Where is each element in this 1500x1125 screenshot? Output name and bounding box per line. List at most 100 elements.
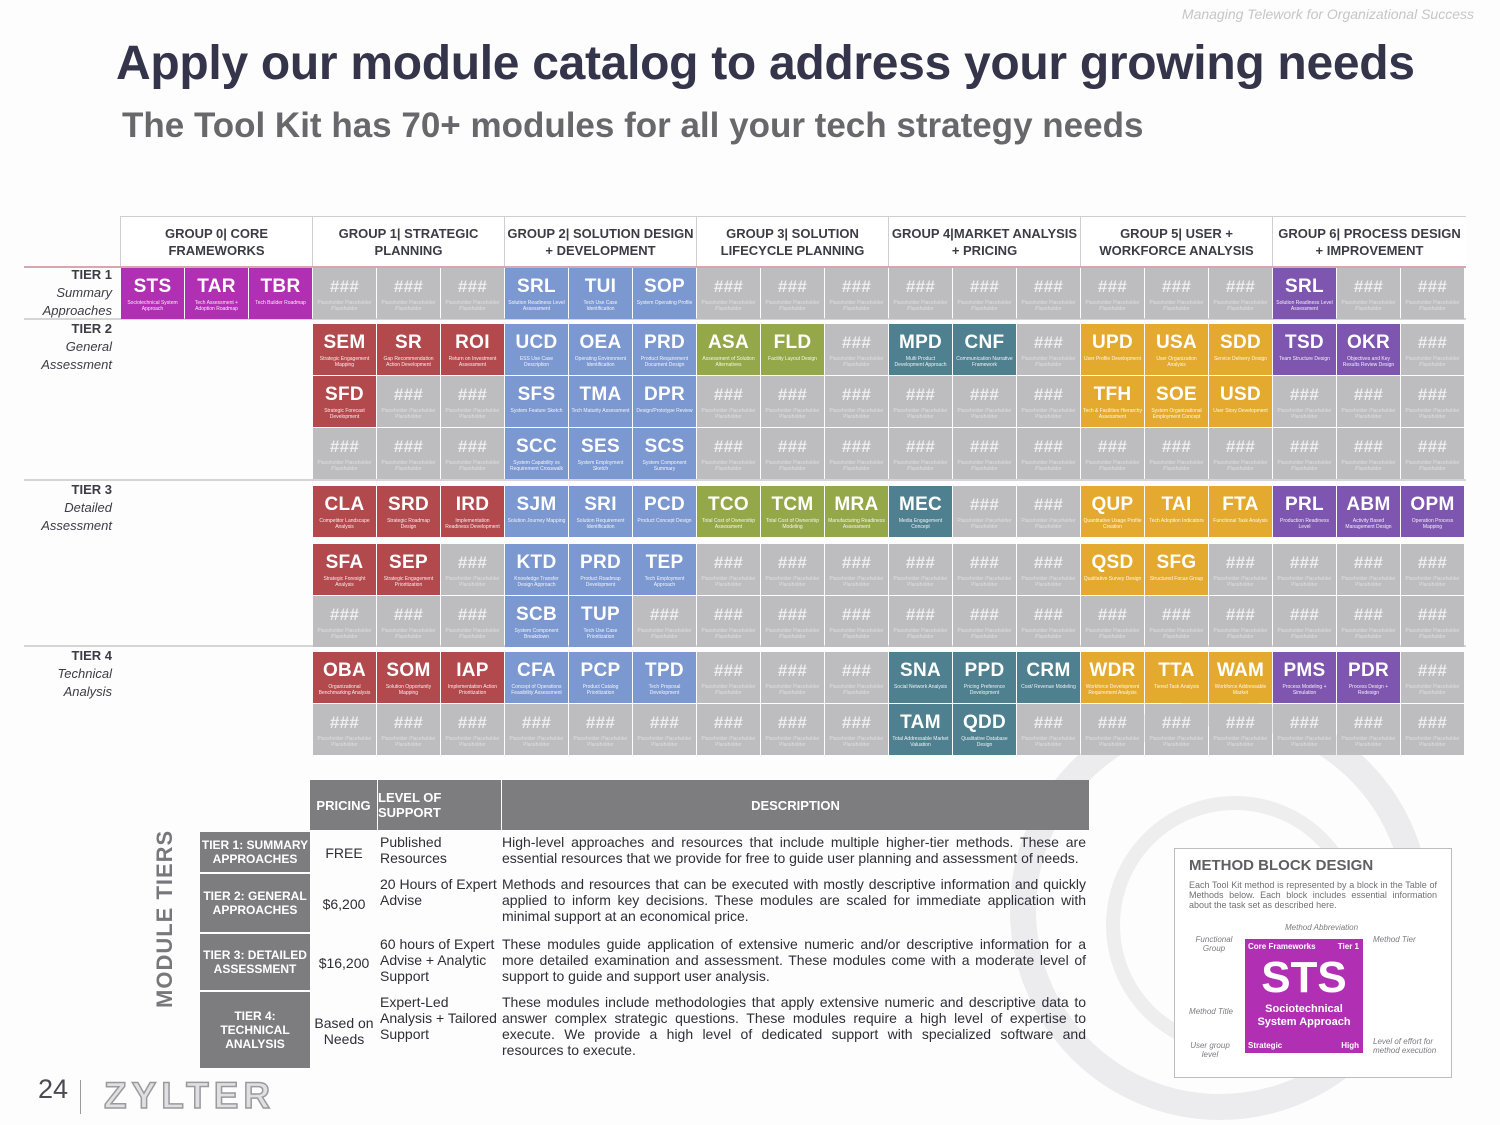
module-block[interactable]: TTA Tiered Task Analysis (1145, 652, 1208, 703)
module-block[interactable]: CLA Competitor Landscape Analysis (313, 486, 376, 537)
placeholder-module-block: ### Placeholder Placeholder Placeholder (441, 596, 504, 647)
module-block[interactable]: SCC System Capability vs Requirement Cros… (505, 428, 568, 479)
module-block[interactable]: SOM Solution Opportunity Mapping (377, 652, 440, 703)
module-block[interactable]: TSD Team Structure Design (1273, 324, 1336, 375)
module-block[interactable]: PRL Production Readiness Level (1273, 486, 1336, 537)
module-block[interactable]: MPD Multi Product Development Approach (889, 324, 952, 375)
module-block[interactable]: OEA Operating Environment Identification (569, 324, 632, 375)
module-code: SES (581, 436, 620, 457)
module-block[interactable]: ROI Return on Investment Assessment (441, 324, 504, 375)
module-block[interactable]: IRD Implementation Readiness Development (441, 486, 504, 537)
module-block[interactable]: WDR Workforce Development Requirement Ana… (1081, 652, 1144, 703)
module-block[interactable]: SFA Strategic Foresight Analysis (313, 544, 376, 595)
module-code: CNF (964, 332, 1005, 353)
module-code: CFA (517, 660, 556, 681)
module-block[interactable]: CRM Cost/ Revenue Modeling (1017, 652, 1080, 703)
module-block[interactable]: TAR Tech Assessment + Adoption Roadmap (185, 268, 248, 319)
module-block[interactable]: WAM Workforce Addressable Market (1209, 652, 1272, 703)
module-block[interactable]: QSD Qualitative Survey Design (1081, 544, 1144, 595)
module-name: Assessment of Solution Alternatives (702, 356, 755, 368)
module-block[interactable]: QUP Quantitative Usage Profile Creation (1081, 486, 1144, 537)
module-code: ### (1353, 277, 1384, 296)
module-block[interactable]: SDD Service Delivery Design (1209, 324, 1272, 375)
module-block[interactable]: USA User Organization Analysis (1145, 324, 1208, 375)
module-name: Placeholder Placeholder Placeholder (1405, 628, 1460, 640)
module-code: ### (713, 661, 744, 680)
module-code: ### (1225, 605, 1256, 624)
module-name: Placeholder Placeholder Placeholder (1277, 736, 1332, 748)
module-block[interactable]: TPD Tech Proposal Development (633, 652, 696, 703)
module-block[interactable]: CFA Concept of Operations Feasibility Ass… (505, 652, 568, 703)
module-block[interactable]: TEP Tech Employment Approach (633, 544, 696, 595)
module-code: PCD (643, 494, 685, 515)
module-block[interactable]: SJM Solution Journey Mapping (505, 486, 568, 537)
module-block[interactable]: USD User Story Development (1209, 376, 1272, 427)
module-block[interactable]: PDR Process Design + Redesign (1337, 652, 1400, 703)
module-block[interactable]: SRI Solution Requirement Identification (569, 486, 632, 537)
module-name: Placeholder Placeholder Placeholder (1085, 300, 1140, 312)
placeholder-module-block: ### Placeholder Placeholder Placeholder (1017, 324, 1080, 375)
module-block[interactable]: SEP Strategic Engagement Prioritization (377, 544, 440, 595)
module-block[interactable]: SOP System Operating Profile (633, 268, 696, 319)
module-block[interactable]: FLD Facility Layout Design (761, 324, 824, 375)
table-row: TIER 3: DETAILED ASSESSMENT $16,200 60 h… (200, 934, 1090, 992)
module-block[interactable]: TBR Tech Builder Roadmap (249, 268, 312, 319)
module-block[interactable]: ASA Assessment of Solution Alternatives (697, 324, 760, 375)
module-block[interactable]: SCB System Component Breakdown (505, 596, 568, 647)
module-block[interactable]: TMA Tech Maturity Assessment (569, 376, 632, 427)
module-block[interactable]: QDD Qualitative Database Design (953, 704, 1016, 755)
module-code: ### (777, 437, 808, 456)
module-block[interactable]: FTA Functional Task Analysis (1209, 486, 1272, 537)
module-block[interactable]: SFS System Feature Sketch (505, 376, 568, 427)
module-block[interactable]: TCO Total Cost of Ownership Assessment (697, 486, 760, 537)
module-block[interactable]: PCP Product Catalog Prioritization (569, 652, 632, 703)
module-code: MEC (898, 494, 943, 515)
module-block[interactable]: UCD ESS Use Case Description (505, 324, 568, 375)
module-block[interactable]: PCD Product Concept Design (633, 486, 696, 537)
module-block[interactable]: TAI Tech Adoption Indicators (1145, 486, 1208, 537)
module-code: ### (1353, 713, 1384, 732)
module-block[interactable]: DPR Design/Prototype Review (633, 376, 696, 427)
module-block[interactable]: PPD Pricing Preference Development (953, 652, 1016, 703)
module-code: ### (1353, 605, 1384, 624)
module-block[interactable]: UPD User Profile Development (1081, 324, 1144, 375)
module-block[interactable]: SRL Solution Readiness Level Assessment (505, 268, 568, 319)
module-name: Placeholder Placeholder Placeholder (765, 576, 820, 588)
module-block[interactable]: PMS Process Modeling + Simulation (1273, 652, 1336, 703)
module-name: System Employment Sketch (577, 460, 624, 472)
module-block[interactable]: PRD Product Roadmap Development (569, 544, 632, 595)
module-block[interactable]: OBA Organizational Benchmarking Analysis (313, 652, 376, 703)
module-block[interactable]: TFH Tech & Facilities Hierarchy Assessmen… (1081, 376, 1144, 427)
module-block[interactable]: PRD Product Requirement Document Design (633, 324, 696, 375)
placeholder-module-block: ### Placeholder Placeholder Placeholder (1017, 486, 1080, 537)
module-block[interactable]: KTD Knowledge Transfer Design Approach (505, 544, 568, 595)
module-block[interactable]: SRD Strategic Roadmap Design (377, 486, 440, 537)
module-code: ### (1417, 713, 1448, 732)
module-code: SRL (517, 276, 556, 297)
module-block[interactable]: TCM Total Cost of Ownership Modeling (761, 486, 824, 537)
module-name: Organizational Benchmarking Analysis (318, 684, 371, 696)
module-block[interactable]: OPM Operation Process Mapping (1401, 486, 1464, 537)
module-block[interactable]: OKR Objectives and Key Results Review Des… (1337, 324, 1400, 375)
module-block[interactable]: STS Sociotechnical System Approach (121, 268, 184, 319)
module-block[interactable]: SFD Strategic Forecast Development (313, 376, 376, 427)
module-block[interactable]: SOE System Organizational Employment Conc… (1145, 376, 1208, 427)
module-block[interactable]: TAM Total Addressable Market Valuation (889, 704, 952, 755)
module-block[interactable]: MRA Manufacturing Readiness Assessment (825, 486, 888, 537)
module-block[interactable]: TUI Tech Use Case Identification (569, 268, 632, 319)
module-block[interactable]: CNF Communication Narrative Framework (953, 324, 1016, 375)
module-name: Placeholder Placeholder Placeholder (701, 628, 756, 640)
module-block[interactable]: SEM Strategic Engagement Mapping (313, 324, 376, 375)
module-block[interactable]: IAP Implementation Action Prioritization (441, 652, 504, 703)
module-block[interactable]: SRL Solution Readiness Level Assessment (1273, 268, 1336, 319)
module-code: USD (1219, 384, 1261, 405)
module-block[interactable]: SFG Structured Focus Group (1145, 544, 1208, 595)
module-block[interactable]: SR Gap Recommendation Action Development (377, 324, 440, 375)
module-block[interactable]: MEC Media Engagement Concept (889, 486, 952, 537)
module-block[interactable]: SES System Employment Sketch (569, 428, 632, 479)
module-block[interactable]: ABM Activity Based Management Design (1337, 486, 1400, 537)
module-block[interactable]: SNA Social Network Analysis (889, 652, 952, 703)
module-block[interactable]: TUP Tech Use Case Prioritization (569, 596, 632, 647)
module-block[interactable]: SCS System Component Summary (633, 428, 696, 479)
module-name: Placeholder Placeholder Placeholder (1149, 628, 1204, 640)
